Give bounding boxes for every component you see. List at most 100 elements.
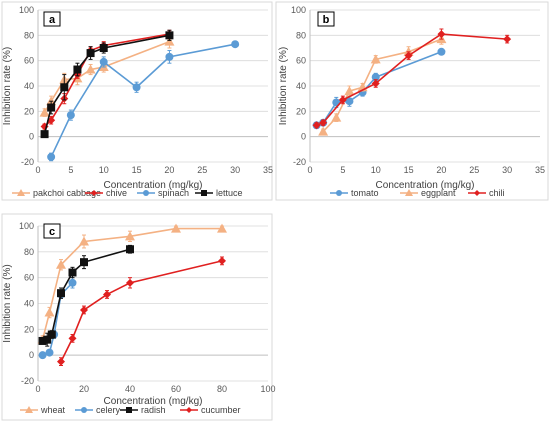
data-point — [57, 289, 65, 298]
data-point — [103, 290, 111, 299]
legend-label: tomato — [351, 188, 379, 198]
data-point — [132, 83, 141, 92]
panel-a-y-tick-label: 100 — [19, 5, 34, 15]
data-point — [80, 258, 88, 267]
legend-label: radish — [141, 405, 166, 415]
legend-label: eggplant — [421, 188, 456, 198]
panel-b-label-box — [317, 11, 335, 27]
panel-a-x-tick-label: 25 — [197, 165, 207, 175]
panel-c-frame — [1, 213, 273, 421]
panel-b-x-tick-label: 10 — [371, 165, 381, 175]
legend-label: pakchoi cabbage — [33, 188, 101, 198]
data-point — [319, 118, 328, 127]
legend-label: chive — [106, 188, 127, 198]
panel-b-x-tick-label: 15 — [404, 165, 414, 175]
legend-entry-cucumber: cucumber — [180, 405, 241, 415]
legend-label: lettuce — [216, 188, 243, 198]
legend-entry-chive: chive — [85, 188, 127, 198]
data-point — [86, 49, 95, 58]
panel-c-x-tick-label: 40 — [125, 384, 135, 394]
legend-label: spinach — [158, 188, 189, 198]
panel-c-x-tick-label: 80 — [217, 384, 227, 394]
panel-a-y-axis-label: Inhibition rate (%) — [2, 47, 13, 125]
panel-a-x-tick-label: 0 — [35, 165, 40, 175]
panel-c-y-tick-label: 60 — [24, 273, 34, 283]
panel-a-x-tick-label: 35 — [263, 165, 273, 175]
legend-marker — [405, 189, 413, 196]
data-point — [345, 97, 354, 106]
data-point — [126, 245, 134, 254]
panel-c-y-tick-label: 100 — [19, 221, 34, 231]
legend-marker — [474, 190, 480, 196]
data-point — [338, 95, 347, 104]
legend-label: celery — [96, 405, 121, 415]
legend-entry-celery: celery — [75, 405, 121, 415]
data-point — [99, 57, 108, 66]
panel-c-x-tick-label: 100 — [260, 384, 275, 394]
data-point — [217, 223, 227, 233]
legend-entry-tomato: tomato — [330, 188, 379, 198]
legend-label: chili — [489, 188, 505, 198]
data-point — [47, 103, 56, 112]
data-point — [165, 52, 174, 61]
legend-marker — [186, 407, 192, 413]
panel-a-x-axis-label: Concentration (mg/kg) — [104, 180, 203, 191]
data-point — [56, 259, 66, 269]
legend-entry-spinach: spinach — [137, 188, 189, 198]
data-point — [171, 223, 181, 233]
data-point — [66, 111, 75, 120]
data-point — [73, 65, 82, 74]
panel-b-series-chili — [312, 28, 512, 130]
panel-c-series-cucumber — [57, 256, 226, 366]
legend-marker — [81, 407, 87, 413]
data-point — [85, 64, 96, 74]
panel-b-y-tick-label: 40 — [296, 81, 306, 91]
panel-b-x-tick-label: 25 — [469, 165, 479, 175]
panel-a-x-tick-label: 5 — [68, 165, 73, 175]
legend-entry-wheat: wheat — [20, 405, 66, 415]
data-point — [68, 278, 77, 287]
panel-b-x-tick-label: 30 — [502, 165, 512, 175]
panel-c-x-tick-label: 0 — [35, 384, 40, 394]
panel-a-x-tick-label: 15 — [132, 165, 142, 175]
legend-marker — [336, 190, 342, 196]
panel-a-y-tick-label: 20 — [24, 106, 34, 116]
data-point — [80, 305, 88, 314]
legend-marker — [126, 407, 132, 413]
panel-c-label: c — [49, 226, 55, 238]
panel-c-y-tick-label: 40 — [24, 299, 34, 309]
panel-b-series-tomato — [312, 47, 446, 130]
panel-b-y-tick-label: 20 — [296, 106, 306, 116]
panel-b-x-tick-label: 20 — [436, 165, 446, 175]
data-point — [125, 231, 135, 241]
legend-marker — [25, 406, 33, 413]
panel-b-series-eggplant — [318, 33, 447, 136]
data-point — [79, 236, 89, 246]
panel-a-series-lettuce — [40, 29, 174, 139]
panel-a-y-tick-label: -20 — [21, 157, 34, 167]
legend-marker — [201, 190, 207, 196]
panel-c-y-tick-label: 80 — [24, 247, 34, 257]
panel-c-y-tick-label: 20 — [24, 324, 34, 334]
legend-entry-lettuce: lettuce — [195, 188, 243, 198]
panel-a-x-tick-label: 10 — [99, 165, 109, 175]
legend-marker — [91, 190, 97, 196]
panel-c-y-axis-label: Inhibition rate (%) — [2, 264, 13, 342]
panel-b-y-tick-label: 80 — [296, 30, 306, 40]
panel-b-y-tick-label: -20 — [293, 157, 306, 167]
data-point — [218, 256, 226, 265]
panel-a-x-tick-label: 20 — [164, 165, 174, 175]
panel-b-y-tick-label: 60 — [296, 56, 306, 66]
panel-c-x-tick-label: 20 — [79, 384, 89, 394]
data-point — [44, 307, 55, 317]
data-point — [503, 35, 512, 44]
panel-c-series-radish — [38, 244, 134, 347]
data-point — [165, 31, 174, 40]
panel-b-frame — [275, 1, 549, 201]
data-point — [404, 51, 413, 60]
panel-c-y-tick-label: 0 — [29, 350, 34, 360]
data-point — [45, 348, 54, 357]
panel-b-x-tick-label: 35 — [535, 165, 545, 175]
